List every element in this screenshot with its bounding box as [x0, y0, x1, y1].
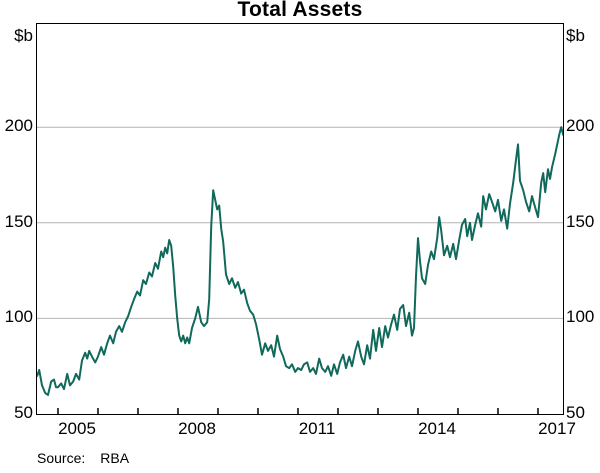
series-total-assets — [37, 126, 563, 396]
y-tick-label-right: 200 — [566, 116, 595, 136]
y-axis-unit-right: $b — [566, 26, 585, 45]
page-title: Total Assets — [237, 0, 363, 21]
source-value: RBA — [100, 450, 130, 466]
y-tick-label-left: 200 — [4, 116, 33, 136]
plot-area — [36, 23, 564, 415]
x-tick-label: 2017 — [538, 419, 576, 438]
source-label: Source: — [37, 450, 86, 466]
x-tick-label: 2014 — [418, 419, 456, 438]
y-tick-label-left: 50 — [14, 403, 33, 422]
x-tick-label: 2011 — [298, 419, 336, 438]
y-tick-label-left: 100 — [4, 307, 33, 327]
y-axis-unit-left: $b — [14, 26, 33, 45]
x-tick-label: 2008 — [178, 419, 216, 438]
source-note: Source: RBA — [37, 450, 129, 466]
y-tick-label-right: 50 — [566, 403, 585, 422]
y-tick-label-left: 150 — [4, 211, 33, 231]
x-tick-label: 2005 — [58, 419, 96, 438]
y-tick-label-right: 100 — [566, 307, 595, 327]
plot-svg — [37, 126, 563, 414]
y-tick-label-right: 150 — [566, 211, 595, 231]
